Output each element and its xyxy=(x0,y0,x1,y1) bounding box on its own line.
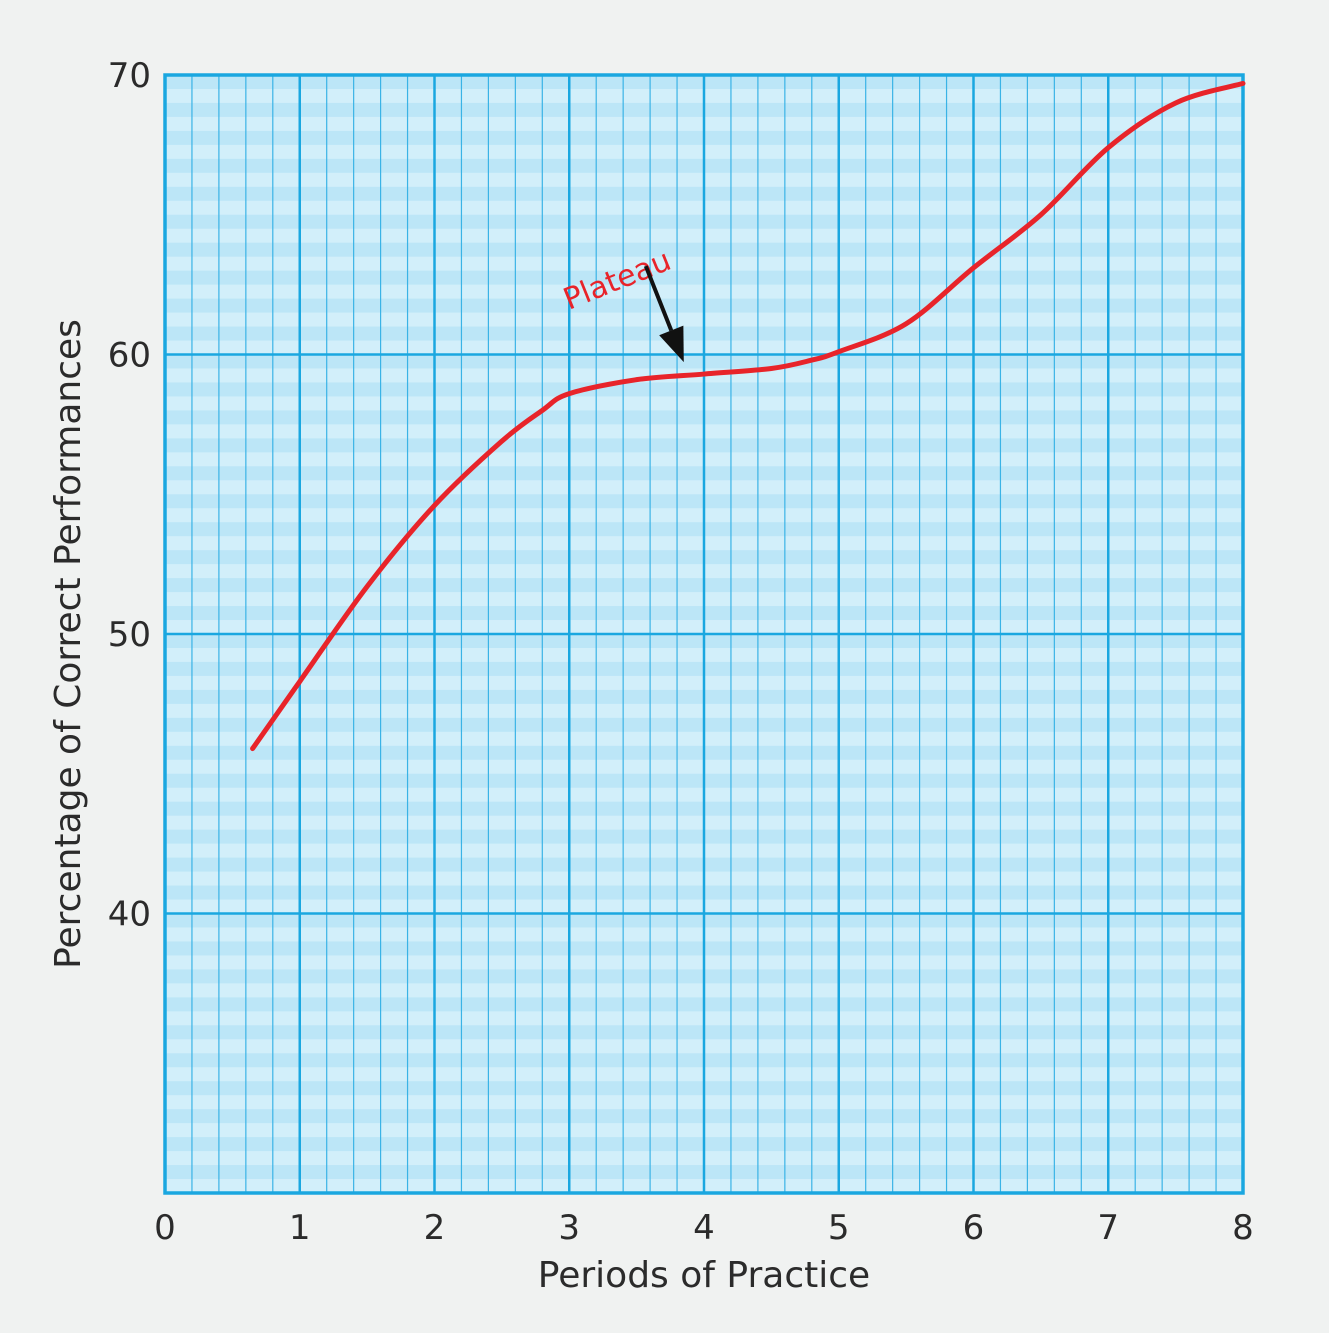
x-axis-title: Periods of Practice xyxy=(538,1255,870,1296)
x-tick-label: 8 xyxy=(1232,1208,1254,1248)
tick-labels: 0 1 2 3 4 5 6 7 8 40 50 60 70 xyxy=(108,56,1254,1248)
x-tick-label: 3 xyxy=(558,1208,580,1248)
x-tick-label: 2 xyxy=(424,1208,446,1248)
y-tick-label: 40 xyxy=(108,895,151,935)
x-tick-label: 5 xyxy=(828,1208,850,1248)
plot-frame xyxy=(163,73,1245,1195)
y-tick-label: 60 xyxy=(108,336,151,376)
y-axis-title: Percentage of Correct Performances xyxy=(48,319,89,969)
x-tick-label: 1 xyxy=(289,1208,311,1248)
x-tick-label: 6 xyxy=(963,1208,985,1248)
y-tick-label: 50 xyxy=(108,615,151,655)
plateau-arrowhead xyxy=(659,325,684,363)
y-tick-label: 70 xyxy=(108,56,151,96)
series-line xyxy=(250,80,1246,752)
x-tick-label: 7 xyxy=(1097,1208,1119,1248)
grid xyxy=(163,73,1245,1195)
x-tick-label: 4 xyxy=(693,1208,715,1248)
x-tick-label: 0 xyxy=(154,1208,176,1248)
series-layer xyxy=(250,80,1246,752)
plateau-arrow xyxy=(643,265,674,332)
